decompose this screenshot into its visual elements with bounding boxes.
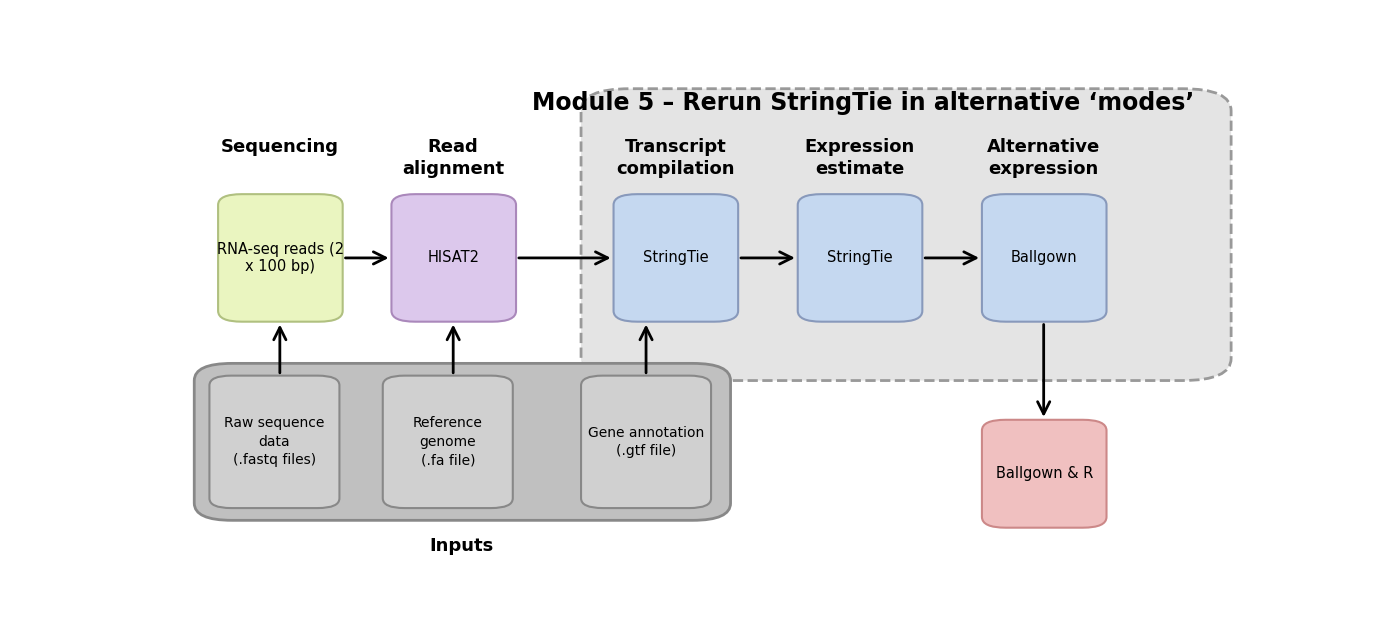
Text: Raw sequence
data
(.fastq files): Raw sequence data (.fastq files) — [224, 417, 324, 468]
Text: Transcript
compilation: Transcript compilation — [617, 138, 734, 178]
FancyBboxPatch shape — [614, 194, 738, 322]
FancyBboxPatch shape — [582, 89, 1232, 380]
Text: Module 5 – Rerun StringTie in alternative ‘modes’: Module 5 – Rerun StringTie in alternativ… — [531, 91, 1194, 115]
FancyBboxPatch shape — [194, 363, 731, 520]
Text: RNA-seq reads (2
x 100 bp): RNA-seq reads (2 x 100 bp) — [217, 241, 344, 274]
Text: Reference
genome
(.fa file): Reference genome (.fa file) — [412, 417, 482, 468]
FancyBboxPatch shape — [798, 194, 923, 322]
FancyBboxPatch shape — [218, 194, 343, 322]
FancyBboxPatch shape — [981, 194, 1107, 322]
Text: HISAT2: HISAT2 — [428, 250, 480, 266]
FancyBboxPatch shape — [582, 376, 712, 508]
Text: Ballgown: Ballgown — [1011, 250, 1078, 266]
Text: Expression
estimate: Expression estimate — [804, 138, 914, 178]
Text: Alternative
expression: Alternative expression — [987, 138, 1100, 178]
Text: Inputs: Inputs — [429, 536, 493, 555]
Text: Gene annotation
(.gtf file): Gene annotation (.gtf file) — [589, 426, 705, 458]
Text: Sequencing: Sequencing — [221, 138, 338, 156]
FancyBboxPatch shape — [383, 376, 513, 508]
FancyBboxPatch shape — [391, 194, 516, 322]
Text: Ballgown & R: Ballgown & R — [995, 466, 1093, 481]
FancyBboxPatch shape — [981, 420, 1107, 527]
Text: Read
alignment: Read alignment — [403, 138, 505, 178]
Text: StringTie: StringTie — [643, 250, 709, 266]
Text: StringTie: StringTie — [828, 250, 893, 266]
FancyBboxPatch shape — [210, 376, 340, 508]
